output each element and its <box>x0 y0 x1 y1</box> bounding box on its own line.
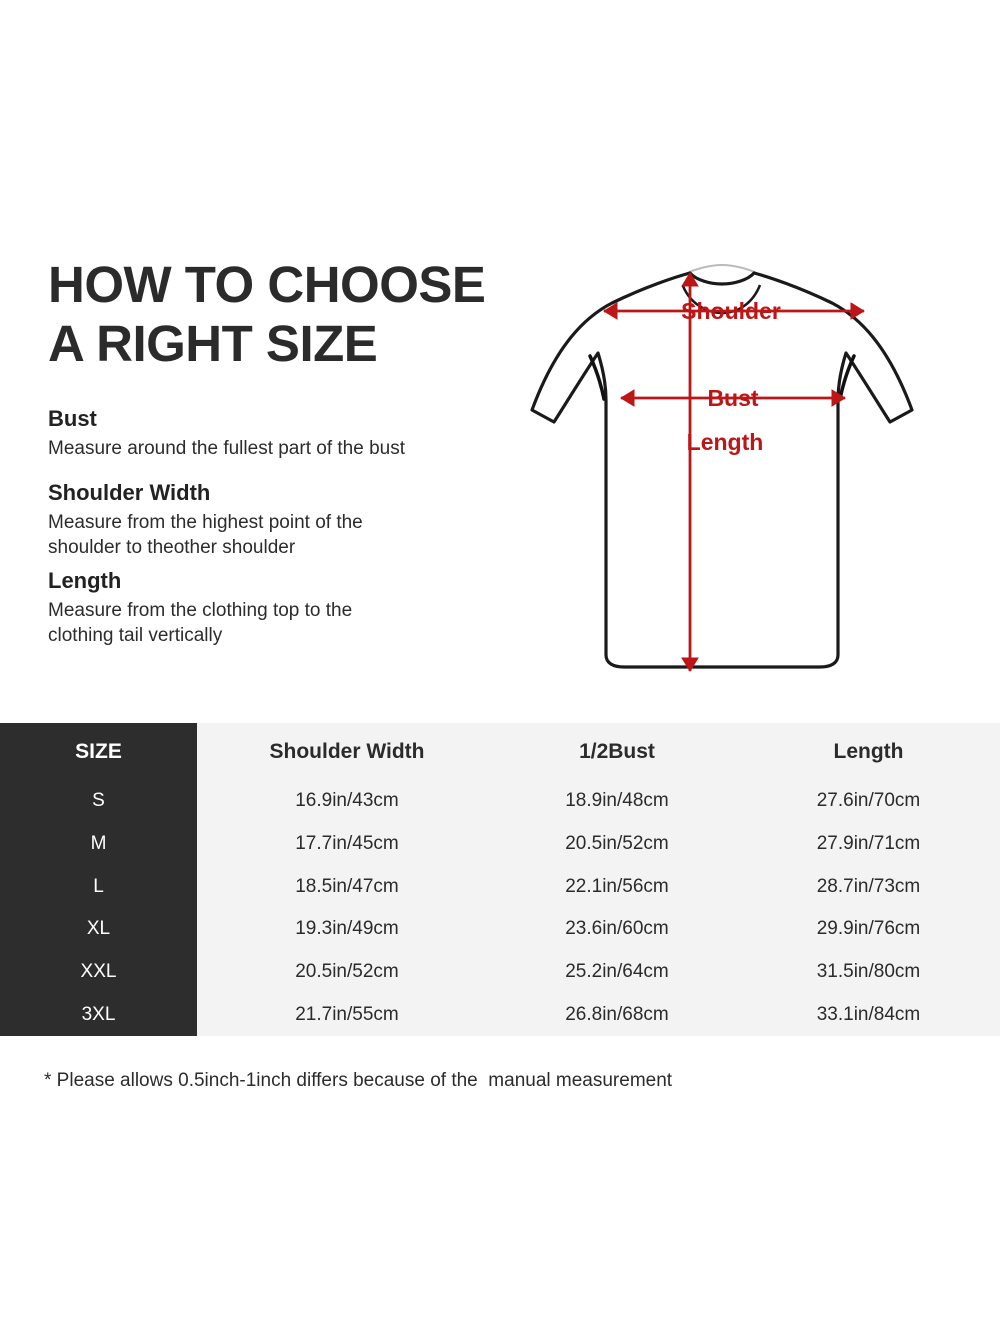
svg-text:Bust: Bust <box>707 385 758 411</box>
svg-text:Length: Length <box>687 429 764 455</box>
svg-text:Shoulder: Shoulder <box>681 298 781 324</box>
